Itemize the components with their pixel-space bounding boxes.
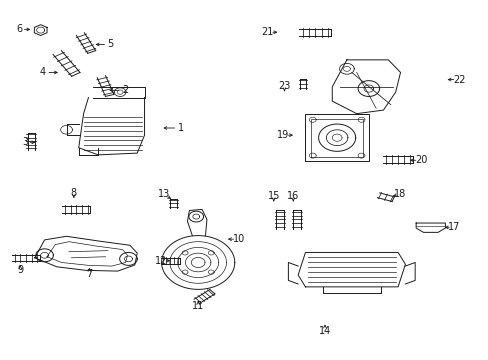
Text: 7: 7 (86, 269, 92, 279)
Text: 8: 8 (71, 188, 77, 198)
Text: 10: 10 (232, 234, 244, 244)
Text: 14: 14 (318, 325, 330, 336)
Text: 23: 23 (278, 81, 290, 91)
Text: 22: 22 (452, 75, 465, 85)
Text: 1: 1 (178, 123, 184, 133)
Text: 19: 19 (277, 130, 289, 140)
Text: 18: 18 (394, 189, 406, 199)
Text: 6: 6 (16, 24, 22, 35)
Text: 2: 2 (122, 85, 128, 95)
Text: 12: 12 (155, 256, 167, 266)
Text: 15: 15 (267, 191, 279, 201)
Text: 11: 11 (192, 301, 204, 311)
Text: 16: 16 (286, 191, 299, 201)
Text: 13: 13 (158, 189, 170, 199)
Text: 21: 21 (261, 27, 274, 37)
Text: 5: 5 (107, 40, 113, 49)
Text: 4: 4 (40, 67, 46, 77)
Text: 20: 20 (414, 155, 427, 165)
Text: 3: 3 (22, 138, 28, 147)
Text: 17: 17 (447, 222, 459, 232)
Text: 9: 9 (17, 265, 23, 275)
